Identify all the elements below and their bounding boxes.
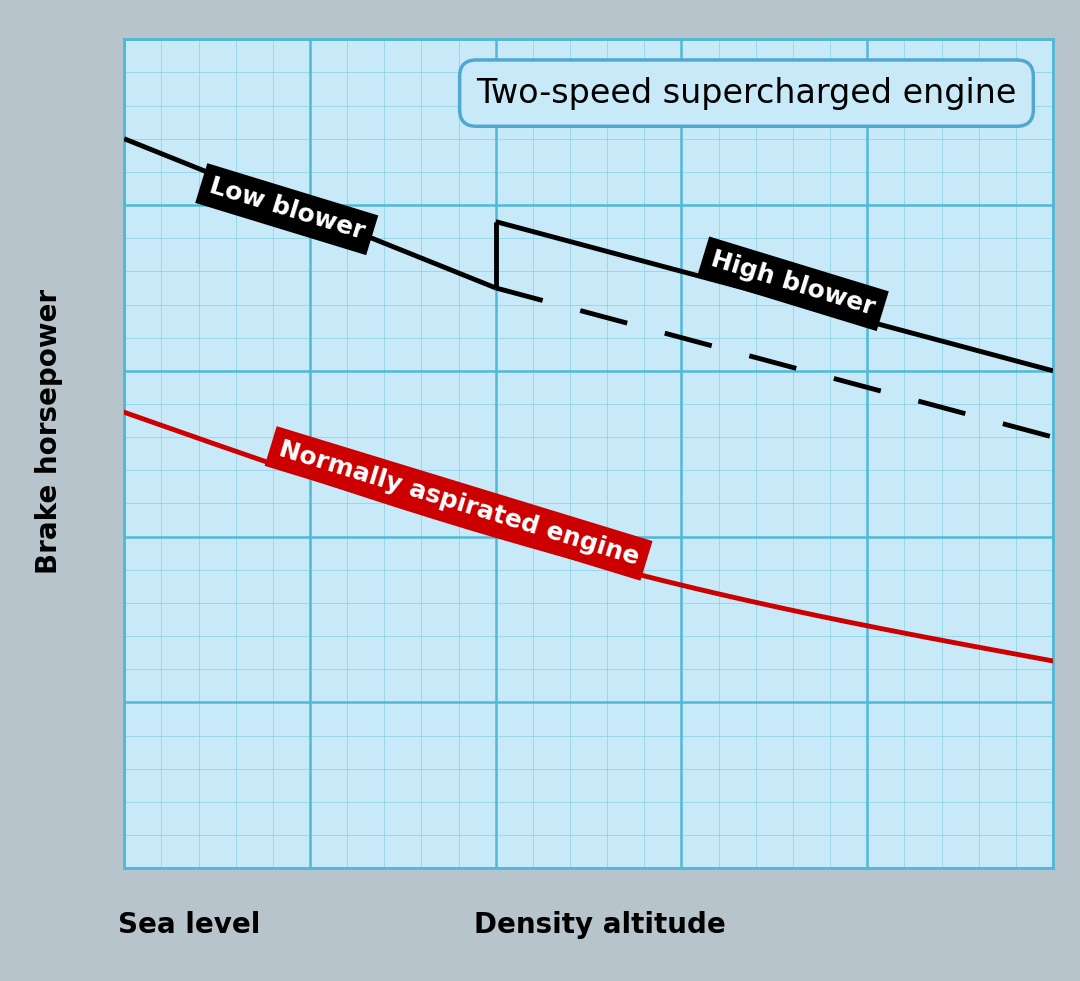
Text: Brake horsepower: Brake horsepower — [35, 289, 63, 574]
Text: Two-speed supercharged engine: Two-speed supercharged engine — [476, 77, 1016, 110]
Text: Low blower: Low blower — [206, 174, 367, 244]
Text: Density altitude: Density altitude — [473, 911, 726, 939]
Text: Normally aspirated engine: Normally aspirated engine — [275, 438, 642, 570]
Text: Sea level: Sea level — [118, 911, 260, 939]
Text: High blower: High blower — [708, 247, 878, 320]
